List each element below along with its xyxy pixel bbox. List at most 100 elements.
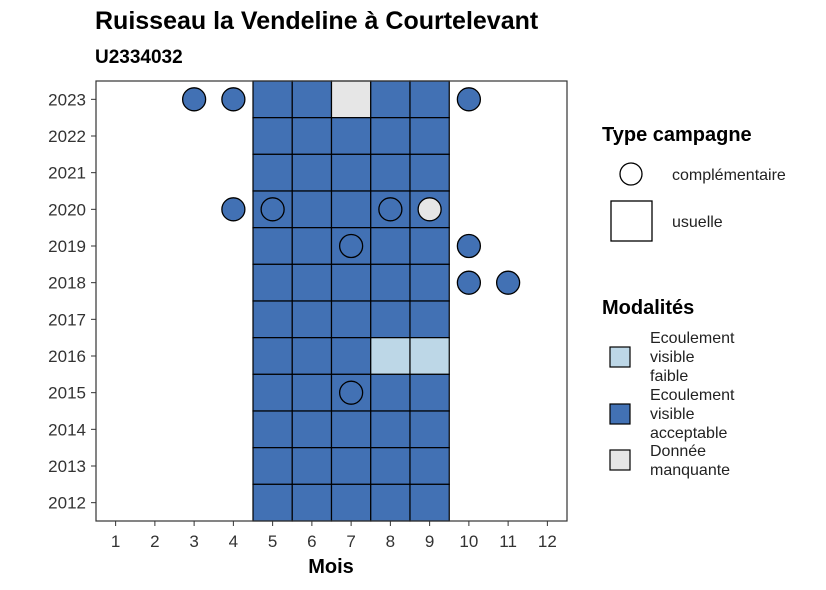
y-tick-label: 2023 (48, 90, 86, 109)
usuelle-cell-2014-6 (291, 410, 333, 449)
legend-label-acceptable: acceptable (650, 425, 727, 442)
usuelle-cell-2014-9 (409, 410, 450, 449)
usuelle-cell-2021-9 (409, 153, 450, 192)
usuelle-cell-2019-9 (409, 227, 450, 265)
y-tick-label: 2012 (48, 494, 86, 513)
usuelle-cell-2013-8 (370, 447, 411, 485)
legend-label-faible: Ecoulement (650, 330, 735, 347)
usuelle-cell-2016-5 (252, 337, 293, 375)
legend-key-manquante (609, 449, 631, 471)
x-tick-label: 11 (499, 532, 517, 551)
usuelle-cell-2014-7 (330, 410, 372, 449)
y-tick-label: 2022 (48, 127, 86, 146)
usuelle-cell-2023-5 (252, 80, 293, 119)
usuelle-cell-2017-7 (330, 300, 372, 339)
usuelle-cell-2021-7 (330, 153, 372, 192)
legend-label-acceptable: visible (650, 406, 695, 423)
legend-type-title: Type campagne (602, 124, 752, 146)
x-tick-label: 6 (307, 532, 316, 551)
y-tick-label: 2016 (48, 347, 86, 366)
usuelle-cell-2022-5 (252, 117, 293, 155)
complementaire-point-2023-3 (181, 87, 207, 112)
legend-circle-key (619, 162, 643, 186)
usuelle-cell-2017-8 (370, 300, 411, 339)
usuelle-cell-2018-9 (409, 263, 450, 302)
usuelle-cell-2023-6 (291, 80, 333, 119)
usuelle-cell-2018-6 (291, 263, 333, 302)
legend-modalites: Ecoulement visible faible Ecoulement visible… (609, 330, 735, 479)
usuelle-cell-2023-7 (330, 80, 372, 119)
usuelle-cell-2023-9 (409, 80, 450, 119)
y-tick-label: 2015 (48, 384, 86, 403)
complementaire-point-2019-10 (456, 233, 482, 259)
legend-label-faible: faible (650, 368, 688, 385)
complementaire-point-2019-7 (338, 233, 364, 259)
panel-border (95, 80, 568, 522)
legend-square-key (610, 200, 653, 242)
usuelle-cell-2022-6 (291, 117, 333, 155)
chart-title: Ruisseau la Vendeline à Courtelevant (95, 7, 539, 35)
complementaire-point-2020-5 (260, 197, 285, 222)
y-tick-label: 2019 (48, 237, 86, 256)
usuelle-cell-2022-9 (409, 117, 450, 155)
x-axis: 1 2 3 4 5 6 7 8 9 10 11 12 (111, 521, 557, 551)
usuelle-cell-2021-8 (370, 153, 411, 192)
usuelle-cell-2021-6 (291, 153, 333, 192)
complementaire-point-2023-4 (221, 87, 246, 112)
x-tick-label: 1 (111, 532, 120, 551)
complementaire-point-2023-10 (456, 87, 482, 112)
usuelle-cell-2013-9 (409, 447, 450, 485)
y-tick-label: 2018 (48, 274, 86, 293)
x-tick-label: 2 (150, 532, 159, 551)
usuelle-cell-2019-6 (291, 227, 333, 265)
usuelle-cell-2014-8 (370, 410, 411, 449)
usuelle-cell-2015-6 (291, 373, 333, 412)
plot-panel (95, 80, 568, 522)
legend-type-label-usuelle: usuelle (672, 214, 723, 231)
usuelle-cell-2013-6 (291, 447, 333, 485)
usuelle-cell-2018-8 (370, 263, 411, 302)
usuelle-cell-2022-7 (330, 117, 372, 155)
usuelle-cell-2017-5 (252, 300, 293, 339)
complementaire-point-2018-11 (495, 270, 521, 295)
x-tick-label: 12 (538, 532, 557, 551)
x-tick-label: 10 (459, 532, 478, 551)
complementaire-point-2020-9 (417, 197, 442, 222)
legend-type-label-complementaire: complémentaire (672, 167, 786, 184)
y-axis: 2012 2013 2014 2015 2016 2017 2018 2019 2020 2021… (48, 90, 96, 513)
x-axis-title: Mois (308, 556, 354, 578)
usuelle-cell-2013-7 (330, 447, 372, 485)
legend-label-acceptable: Ecoulement (650, 387, 735, 404)
usuelle-cell-2016-6 (291, 337, 333, 375)
x-tick-label: 9 (425, 532, 434, 551)
usuelle-cell-2022-8 (370, 117, 411, 155)
usuelle-cell-2018-7 (330, 263, 372, 302)
usuelle-cell-2015-8 (370, 373, 411, 412)
y-tick-label: 2021 (48, 164, 86, 183)
x-tick-label: 5 (268, 532, 277, 551)
usuelle-cell-2012-6 (291, 483, 333, 522)
usuelle-cell-2020-7 (330, 190, 372, 229)
y-tick-label: 2017 (48, 310, 86, 329)
y-tick-label: 2013 (48, 457, 86, 476)
legend-key-faible (609, 346, 631, 368)
legend-label-manquante: manquante (650, 462, 730, 479)
usuelle-cell-2018-5 (252, 263, 293, 302)
legend: Type campagne complémentaire usuelle Mod… (602, 124, 786, 479)
x-tick-label: 3 (189, 532, 198, 551)
usuelle-cell-2012-9 (409, 483, 450, 522)
usuelle-cell-2016-7 (330, 337, 372, 375)
usuelle-cell-2019-5 (252, 227, 293, 265)
complementaire-point-2020-4 (221, 197, 246, 222)
usuelle-cell-2012-7 (330, 483, 372, 522)
legend-modalites-title: Modalités (602, 297, 694, 319)
usuelle-cell-2014-5 (252, 410, 293, 449)
usuelle-cell-2016-9 (409, 337, 450, 375)
usuelle-cell-2021-5 (252, 153, 293, 192)
complementaire-point-2020-8 (378, 197, 403, 222)
legend-label-faible: visible (650, 349, 695, 366)
y-tick-label: 2014 (48, 420, 86, 439)
x-tick-label: 7 (346, 532, 355, 551)
chart-subtitle: U2334032 (95, 47, 183, 68)
